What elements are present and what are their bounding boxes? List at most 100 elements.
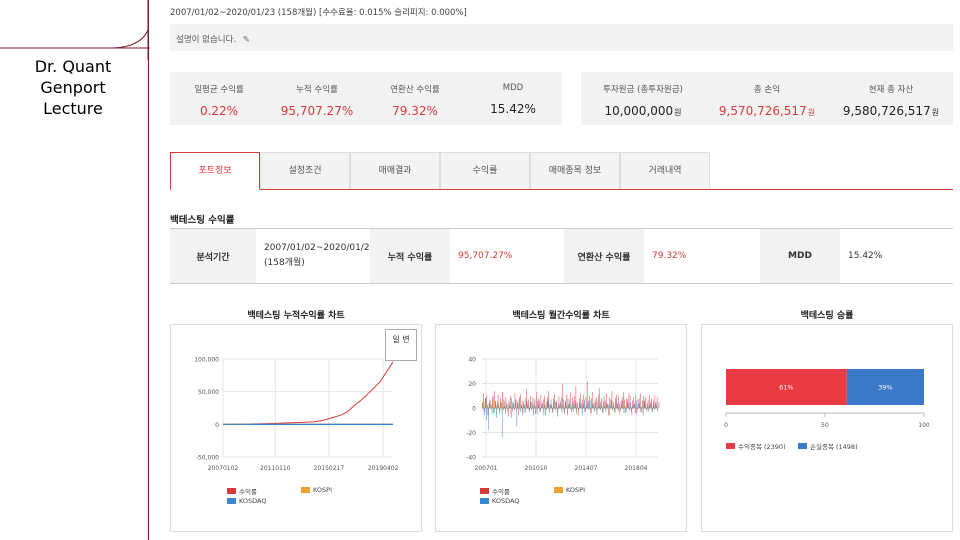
bar (490, 406, 491, 408)
bar (645, 404, 646, 408)
bar (512, 405, 514, 408)
bar (530, 408, 532, 410)
stat-unit: 원 (807, 108, 816, 117)
legend-kospi[interactable]: KOSPI (301, 486, 332, 494)
bar (600, 405, 602, 408)
bar (495, 408, 497, 415)
bar (618, 395, 620, 408)
decorative-curve (0, 0, 150, 60)
tab-2[interactable]: 매매결과 (350, 152, 440, 189)
bar (556, 400, 557, 408)
bar (619, 403, 620, 408)
scale-toggle-button[interactable]: 일 변 (385, 329, 417, 361)
bar (642, 400, 643, 408)
bar (507, 408, 509, 417)
bar (571, 408, 572, 413)
tab-1[interactable]: 설정조건 (260, 152, 350, 189)
bar (551, 408, 553, 413)
bar (509, 406, 510, 408)
bar (499, 408, 500, 410)
bar (509, 405, 511, 408)
bar (508, 403, 509, 408)
tab-3[interactable]: 수익률 (440, 152, 530, 189)
bar (650, 400, 652, 408)
bar (514, 408, 515, 411)
legend-return[interactable]: 수익률 (227, 486, 257, 496)
bar (572, 408, 574, 411)
legend-loss[interactable]: 손실종목 (1498) (798, 441, 858, 451)
bar (509, 401, 510, 408)
bar (632, 406, 633, 408)
bar (608, 408, 610, 413)
y-tick-label: 40 (468, 357, 476, 364)
bar (614, 408, 616, 413)
bar (519, 408, 521, 412)
bar (594, 408, 595, 412)
sidebar-divider (148, 0, 149, 540)
x-tick-label: 201804 (625, 465, 648, 472)
bar (612, 401, 614, 408)
bar (633, 404, 635, 408)
bar (552, 408, 554, 412)
bar (643, 401, 645, 408)
bar (516, 408, 517, 412)
bar (529, 404, 531, 408)
bar (621, 396, 623, 408)
bar (557, 405, 559, 408)
bar (651, 408, 653, 412)
bar (553, 400, 555, 408)
bar (491, 408, 493, 415)
bar (500, 398, 501, 408)
legend-kosdaq[interactable]: KOSDAQ (480, 497, 520, 505)
bar (513, 404, 514, 408)
legend-kospi[interactable]: KOSPI (554, 486, 585, 494)
bar (576, 401, 578, 408)
bar (579, 404, 580, 408)
stat-unit: 원 (674, 108, 682, 117)
bar (591, 408, 592, 413)
winrate-segment (846, 369, 924, 405)
bar (544, 395, 545, 408)
bar (526, 389, 527, 408)
bar (638, 398, 640, 408)
bar (491, 404, 492, 408)
legend-kosdaq[interactable]: KOSDAQ (227, 497, 267, 505)
bar (607, 404, 609, 408)
bar (591, 398, 592, 408)
stat-value: 15.42% (490, 102, 536, 116)
tab-bar: 포트정보 설정조건 매매결과 수익률 매매종목 정보 거래내역 (170, 152, 953, 190)
bar (640, 408, 641, 411)
bar (592, 404, 593, 408)
bar (592, 392, 594, 408)
monthly-return-chart: 40 20 0 -20 -40 200701 201010 201407 201804 수익률 … (435, 324, 687, 532)
bar (484, 408, 485, 412)
bar (496, 408, 497, 418)
bar (566, 405, 567, 408)
bar (502, 401, 504, 408)
bar (555, 401, 556, 408)
bar (517, 405, 518, 408)
period-value: 2007/01/02~2020/01/23 (158개월) (264, 243, 376, 268)
bar (590, 408, 591, 415)
segment-label: 39% (878, 384, 892, 392)
bar (595, 401, 597, 408)
legend-profit[interactable]: 수익종목 (2390) (726, 441, 786, 451)
bar (616, 406, 618, 408)
x-tick-label: 200701 (475, 465, 498, 472)
bar (650, 403, 651, 408)
bar (592, 406, 594, 408)
tab-5[interactable]: 거래내역 (620, 152, 710, 189)
bar (498, 404, 500, 408)
bar (612, 408, 613, 411)
bar (544, 405, 545, 408)
pencil-icon[interactable]: ✎ (242, 35, 250, 45)
bar (511, 404, 513, 408)
bar (543, 408, 545, 416)
bar (506, 405, 507, 408)
legend-return[interactable]: 수익률 (480, 486, 510, 496)
tab-0[interactable]: 포트정보 (170, 152, 260, 190)
tab-4[interactable]: 매매종목 정보 (530, 152, 620, 189)
bar (631, 408, 632, 413)
bar (572, 396, 573, 408)
bar (515, 399, 517, 408)
